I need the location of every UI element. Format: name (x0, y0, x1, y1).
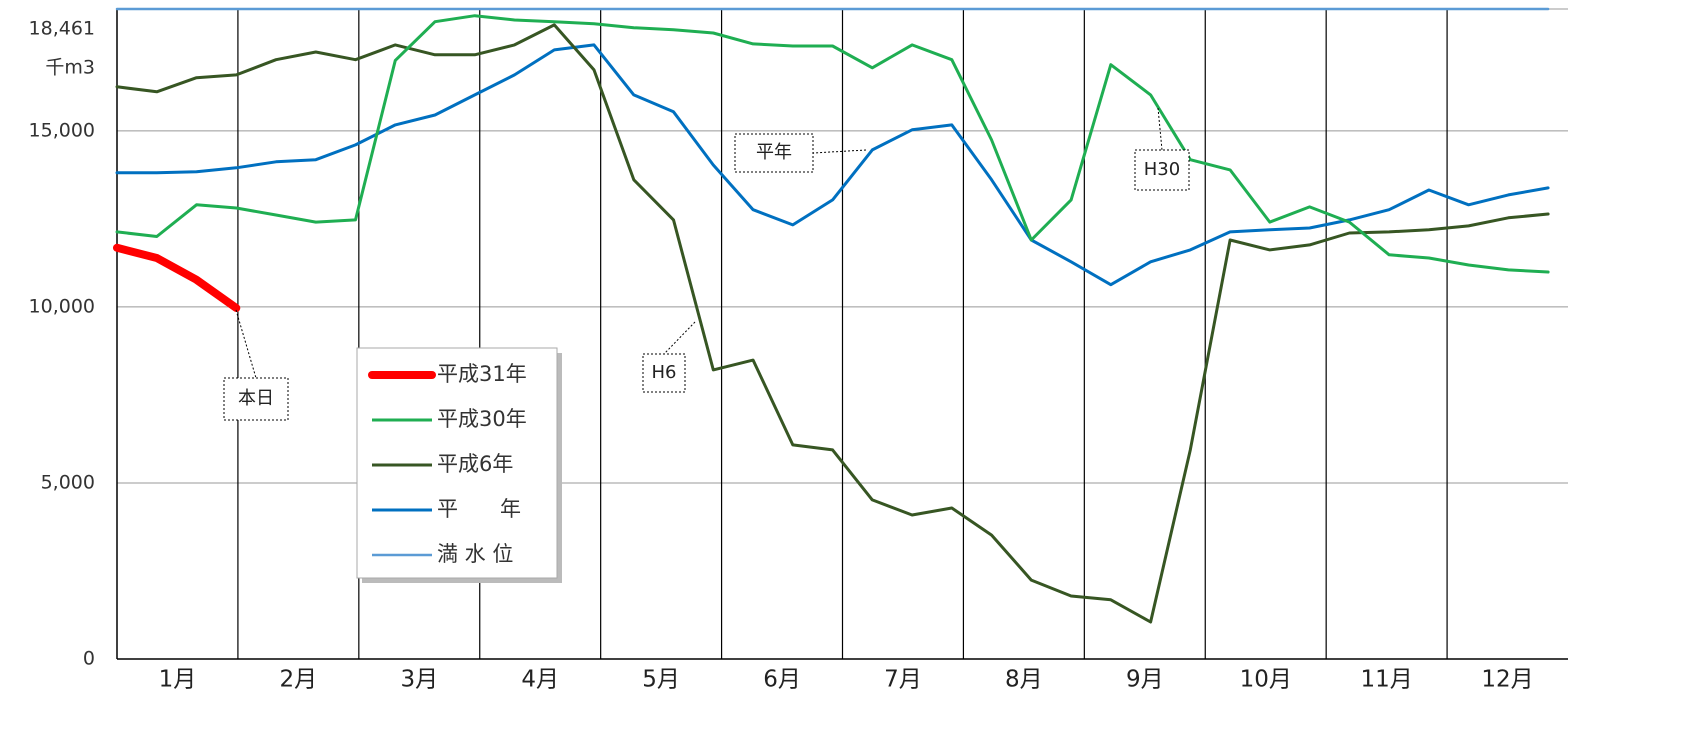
annotation: H6 (652, 362, 677, 383)
annotation-leader (663, 321, 696, 355)
x-tick-label: 10月 (1240, 667, 1292, 693)
legend-label: 平成31年 (437, 362, 527, 386)
series-line (115, 14, 1550, 274)
x-tick-label: 9月 (1126, 667, 1164, 693)
annotation: 平年 (756, 142, 792, 163)
legend-label: 平 年 (437, 497, 521, 521)
x-tick-label: 6月 (763, 667, 801, 693)
x-tick-label: 3月 (400, 667, 438, 693)
series-line (115, 43, 1550, 287)
annotation-box (223, 377, 289, 421)
x-tick-label: 2月 (280, 667, 318, 693)
y-tick-label: 0 (83, 648, 95, 670)
annotation-box (734, 133, 814, 173)
annotation-leader (812, 149, 867, 154)
x-tick-label: 4月 (521, 667, 559, 693)
y-unit: 千m3 (45, 57, 95, 79)
annotation-leader (235, 309, 257, 379)
y-tick-label: 18,461 (29, 18, 95, 40)
legend-box (356, 347, 558, 579)
legend-label: 満 水 位 (437, 542, 513, 566)
annotation-leader (1157, 107, 1163, 151)
x-tick-label: 5月 (642, 667, 680, 693)
series-line (113, 243, 241, 312)
x-tick-label: 8月 (1005, 667, 1043, 693)
x-tick-label: 11月 (1360, 667, 1412, 693)
x-tick-label: 12月 (1481, 667, 1533, 693)
series-line (115, 23, 1550, 624)
annotation: H30 (1144, 159, 1180, 180)
annotation-box (1134, 149, 1190, 191)
annotation-box (642, 353, 686, 393)
y-tick-label: 5,000 (41, 471, 95, 493)
annotation: 本日 (238, 388, 274, 409)
x-tick-label: 1月 (159, 667, 197, 693)
legend-label: 平成30年 (437, 407, 527, 431)
x-tick-label: 7月 (884, 667, 922, 693)
y-tick-label: 10,000 (29, 295, 95, 317)
y-tick-label: 15,000 (29, 119, 95, 141)
legend-label: 平成6年 (437, 452, 513, 476)
